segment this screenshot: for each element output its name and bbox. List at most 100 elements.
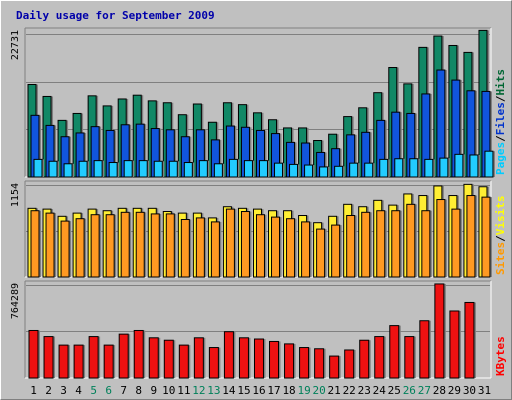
bar-pages-day-20 <box>319 166 329 178</box>
bar-kbytes-day-6 <box>103 344 114 379</box>
bar-pages-day-19 <box>304 164 314 178</box>
legend-pages: Pages <box>494 142 507 175</box>
x-tick-label-day-20: 20 <box>313 384 326 397</box>
bar-pages-day-14 <box>228 158 238 178</box>
series-kbytes <box>28 283 476 379</box>
panel-3: 764289 KBytes <box>10 280 507 379</box>
legend-files: Files <box>494 102 507 135</box>
bar-pages-day-1 <box>33 158 43 178</box>
bar-pages-day-4 <box>78 160 88 178</box>
bar-sites-day-31 <box>481 196 491 278</box>
bar-sites-day-6 <box>105 214 115 278</box>
bar-pages-day-31 <box>484 150 494 178</box>
series-sites <box>30 195 492 278</box>
panel-2: 1154 Sites/Visits <box>10 180 507 278</box>
bar-kbytes-day-27 <box>419 320 430 379</box>
bar-sites-day-24 <box>376 210 386 278</box>
bar-kbytes-day-26 <box>404 336 415 379</box>
x-tick-label-day-19: 19 <box>297 384 310 397</box>
bar-sites-day-7 <box>120 211 130 278</box>
bar-kbytes-day-10 <box>163 339 174 379</box>
x-tick-label-day-30: 30 <box>463 384 476 397</box>
x-tick-label-day-23: 23 <box>358 384 371 397</box>
bar-pages-day-5 <box>93 160 103 178</box>
bar-kbytes-day-28 <box>434 283 445 379</box>
x-tick-label-day-5: 5 <box>90 384 97 397</box>
bar-kbytes-day-24 <box>374 336 385 379</box>
x-tick-label-day-10: 10 <box>162 384 175 397</box>
bar-pages-day-10 <box>168 160 178 178</box>
bar-sites-day-11 <box>180 218 190 278</box>
bar-sites-day-14 <box>225 208 235 278</box>
bar-pages-day-18 <box>289 163 299 178</box>
bar-pages-day-16 <box>258 160 268 178</box>
bar-kbytes-day-1 <box>28 329 39 379</box>
bar-kbytes-day-8 <box>133 329 144 379</box>
x-tick-label-day-26: 26 <box>403 384 416 397</box>
bar-pages-day-22 <box>349 162 359 178</box>
legend: KBytes <box>494 336 507 376</box>
bar-kbytes-day-23 <box>359 339 370 379</box>
x-tick-label-day-28: 28 <box>433 384 446 397</box>
bar-pages-day-23 <box>364 162 374 178</box>
bar-pages-day-15 <box>243 160 253 178</box>
x-tick-label-day-7: 7 <box>120 384 127 397</box>
x-tick-label-day-16: 16 <box>252 384 265 397</box>
bar-pages-day-25 <box>394 158 404 178</box>
bar-pages-day-9 <box>153 160 163 178</box>
bar-kbytes-day-19 <box>299 347 310 379</box>
x-tick-label-day-4: 4 <box>75 384 82 397</box>
bar-sites-day-19 <box>301 221 311 278</box>
legend-separator: / <box>494 135 507 142</box>
bar-kbytes-day-7 <box>118 333 129 379</box>
bar-kbytes-day-12 <box>193 337 204 379</box>
bar-pages-day-6 <box>108 162 118 178</box>
bar-kbytes-day-29 <box>449 310 460 379</box>
x-tick-label-day-21: 21 <box>328 384 341 397</box>
bar-pages-day-3 <box>63 163 73 178</box>
bar-kbytes-day-22 <box>344 349 355 379</box>
bar-sites-day-23 <box>361 211 371 278</box>
bar-sites-day-25 <box>391 210 401 278</box>
x-tick-label-day-31: 31 <box>478 384 491 397</box>
bar-sites-day-13 <box>210 221 220 278</box>
series-pages <box>33 150 495 178</box>
bar-sites-day-21 <box>331 224 341 278</box>
bar-kbytes-day-15 <box>238 337 249 379</box>
bar-sites-day-22 <box>346 215 356 278</box>
x-tick-label-day-11: 11 <box>177 384 190 397</box>
bar-pages-day-30 <box>469 154 479 178</box>
bar-sites-day-30 <box>466 195 476 278</box>
bar-kbytes-day-25 <box>389 325 400 379</box>
legend-separator: / <box>494 95 507 102</box>
bar-pages-day-17 <box>274 162 284 178</box>
bar-sites-day-27 <box>421 210 431 278</box>
bar-kbytes-day-16 <box>253 338 264 379</box>
x-tick-label-day-25: 25 <box>388 384 401 397</box>
bar-kbytes-day-18 <box>284 343 295 379</box>
x-tick-label-day-13: 13 <box>207 384 220 397</box>
bar-pages-day-7 <box>123 160 133 178</box>
legend-hits: Hits <box>494 69 507 96</box>
bar-pages-day-26 <box>409 158 419 178</box>
bar-kbytes-day-4 <box>73 344 84 379</box>
bar-pages-day-28 <box>439 157 449 178</box>
x-tick-label-day-8: 8 <box>135 384 142 397</box>
bar-pages-day-2 <box>48 160 58 178</box>
x-tick-label-day-6: 6 <box>105 384 112 397</box>
legend-visits: Visits <box>494 196 507 236</box>
series-files <box>30 69 492 178</box>
bar-kbytes-day-3 <box>58 344 69 379</box>
bar-sites-day-10 <box>165 213 175 278</box>
bar-kbytes-day-17 <box>269 340 280 379</box>
x-tick-label-day-27: 27 <box>418 384 431 397</box>
bar-sites-day-8 <box>135 211 145 278</box>
max-value-label: 764289 <box>10 283 21 319</box>
bar-kbytes-day-5 <box>88 336 99 379</box>
x-tick-label-day-14: 14 <box>222 384 236 397</box>
legend: Pages/Files/Hits <box>494 69 507 175</box>
bar-sites-day-29 <box>451 208 461 278</box>
x-tick-label-day-22: 22 <box>343 384 356 397</box>
